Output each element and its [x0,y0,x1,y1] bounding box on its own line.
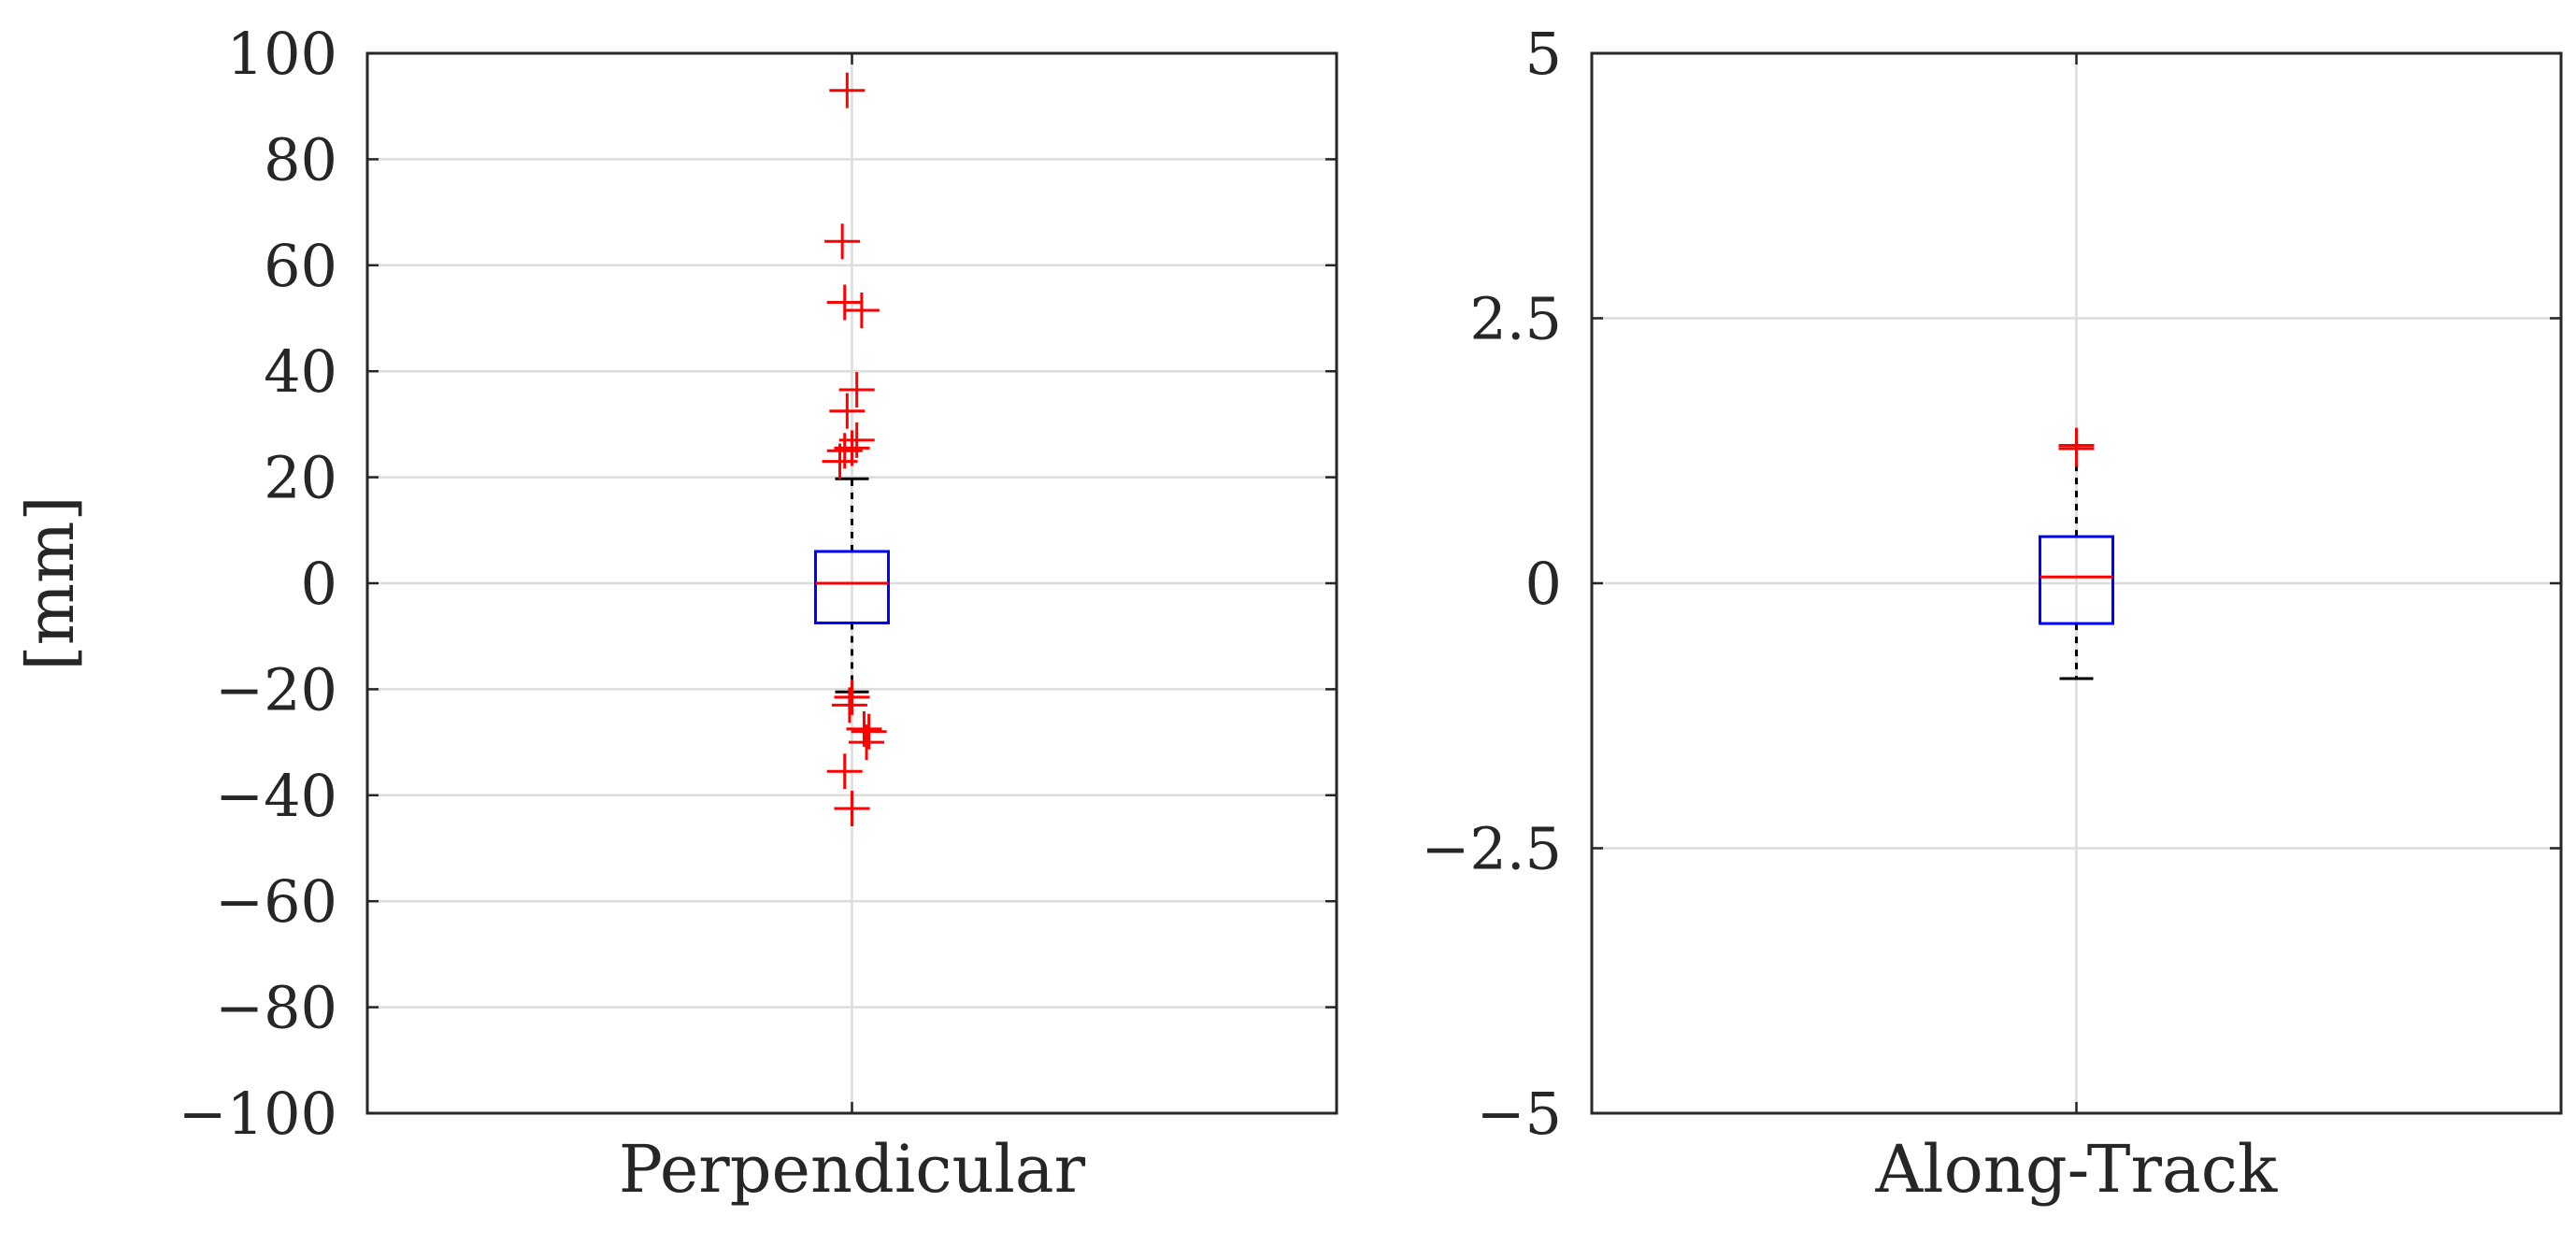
outlier-marker [2058,430,2095,466]
y-tick-label: −80 [215,974,337,1042]
y-tick-label: −5 [1477,1080,1562,1148]
y-axis-label: [mm] [12,495,89,670]
outlier-marker [846,710,882,747]
outlier-marker [834,790,870,826]
iqr-box [814,550,890,625]
outlier-marker [849,724,885,761]
outlier-marker [826,284,863,321]
y-tick-label: −60 [215,867,337,936]
y-tick-label: −40 [215,762,337,830]
y-tick-label: 20 [264,444,337,512]
y-tick-label: −2.5 [1421,815,1562,883]
outlier-marker [831,687,867,723]
outlier-marker [829,72,866,108]
outlier-marker [843,292,880,328]
category-label: Perpendicular [619,1131,1086,1208]
along-track-panel: −5 −2.5 0 2.5 5 Along-Track [1421,20,2563,1208]
iqr-box [2039,535,2114,625]
outlier-marker [829,393,866,429]
y-tick-label: 2.5 [1469,285,1562,353]
y-tick-label: 5 [1525,20,1562,88]
y-tick-label: 100 [227,20,337,88]
outlier-marker [822,443,858,479]
y-tick-label: 40 [264,337,337,406]
axes-frame [365,51,1338,1115]
y-tick-label: −100 [179,1080,337,1148]
outlier-marker [824,223,861,260]
y-tick-label: 0 [301,550,337,618]
y-tick-label: 80 [264,125,337,193]
y-tick-label: −20 [215,655,337,723]
outlier-marker [834,679,870,715]
y-tick-label: 0 [1525,550,1562,618]
outlier-marker [826,753,863,790]
outlier-marker [838,372,875,408]
perpendicular-panel: −100 −80 −60 −40 −20 0 20 40 60 80 100 Perpendicula… [12,20,1338,1208]
axes-frame [1590,51,2563,1115]
y-tick-label: 60 [264,232,337,300]
category-label: Along-Track [1875,1131,2278,1208]
